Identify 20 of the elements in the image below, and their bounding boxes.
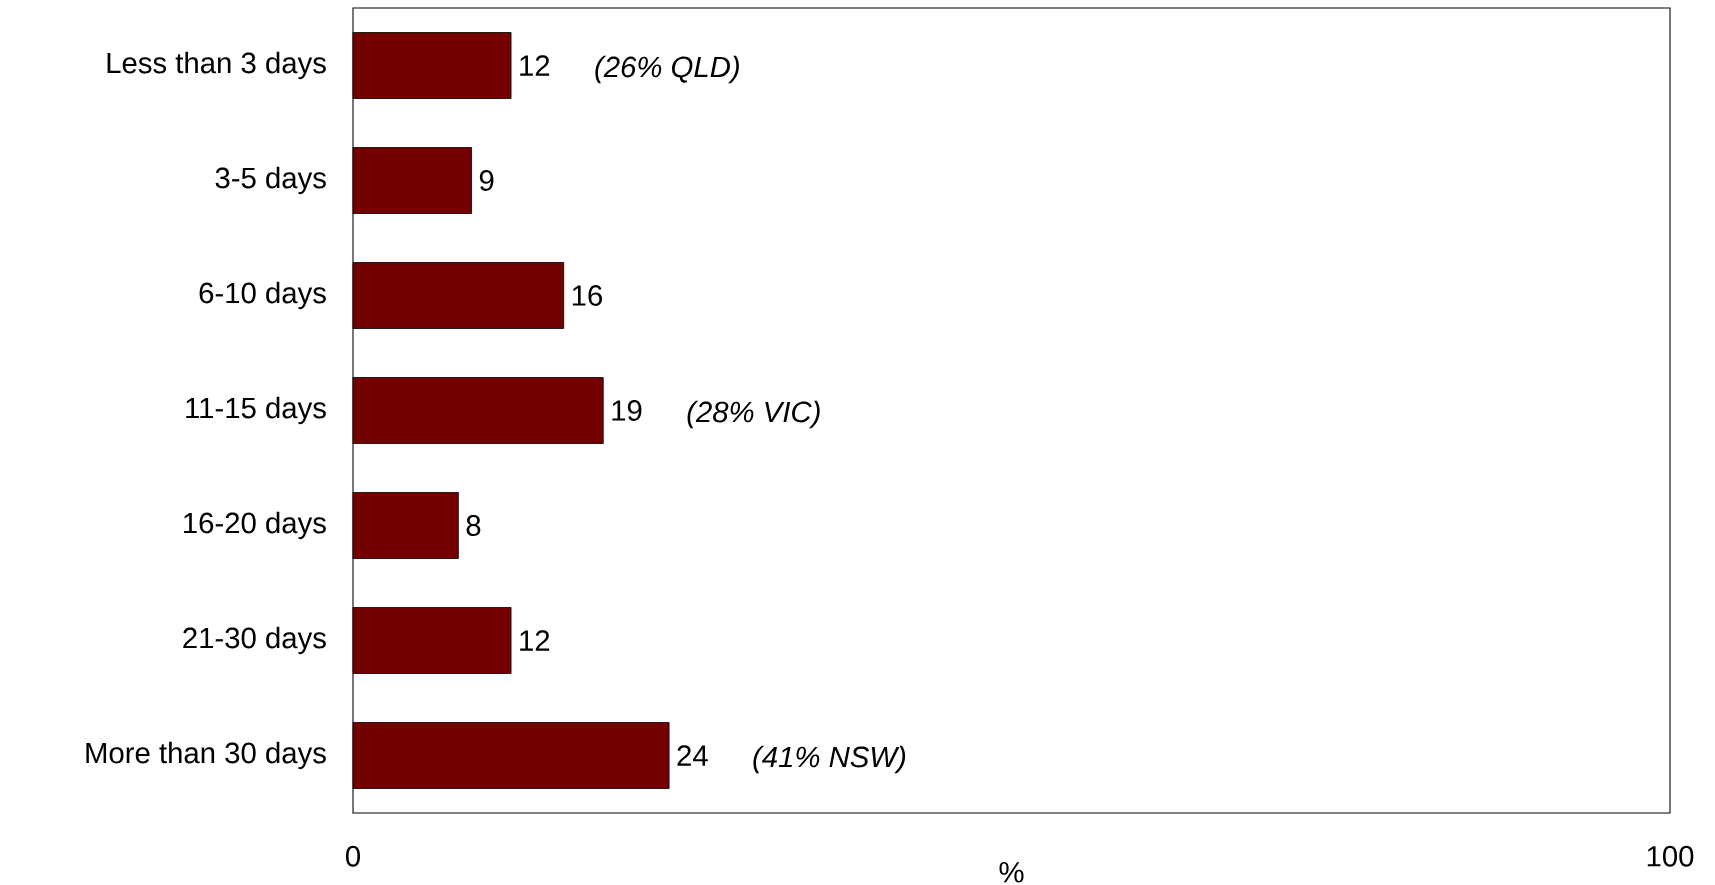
- data-label: 12: [520, 55, 550, 76]
- data-label: 24: [677, 745, 708, 766]
- y-tick-label: More than 30 days: [86, 741, 326, 770]
- data-label: 9: [479, 170, 494, 191]
- data-label: 19: [612, 400, 642, 421]
- y-tick-label: 16-20 days: [184, 511, 326, 540]
- x-tick-label: 0: [346, 845, 361, 867]
- y-tick-label: 6-10 days: [199, 281, 326, 310]
- data-label: 12: [520, 630, 550, 651]
- annotation: (28% VIC): [687, 400, 820, 429]
- x-axis-title: %: [999, 862, 1024, 883]
- y-tick-label: 3-5 days: [215, 166, 326, 195]
- y-tick-label: Less than 3 days: [107, 51, 326, 80]
- y-tick-label: 11-15 days: [186, 396, 326, 425]
- data-label: 16: [572, 285, 603, 306]
- x-tick-label: 100: [1647, 845, 1694, 867]
- y-tick-label: 21-30 days: [183, 626, 326, 655]
- data-label: 8: [466, 515, 481, 536]
- annotation: (41% NSW): [753, 745, 906, 774]
- annotation: (26% QLD): [595, 55, 739, 84]
